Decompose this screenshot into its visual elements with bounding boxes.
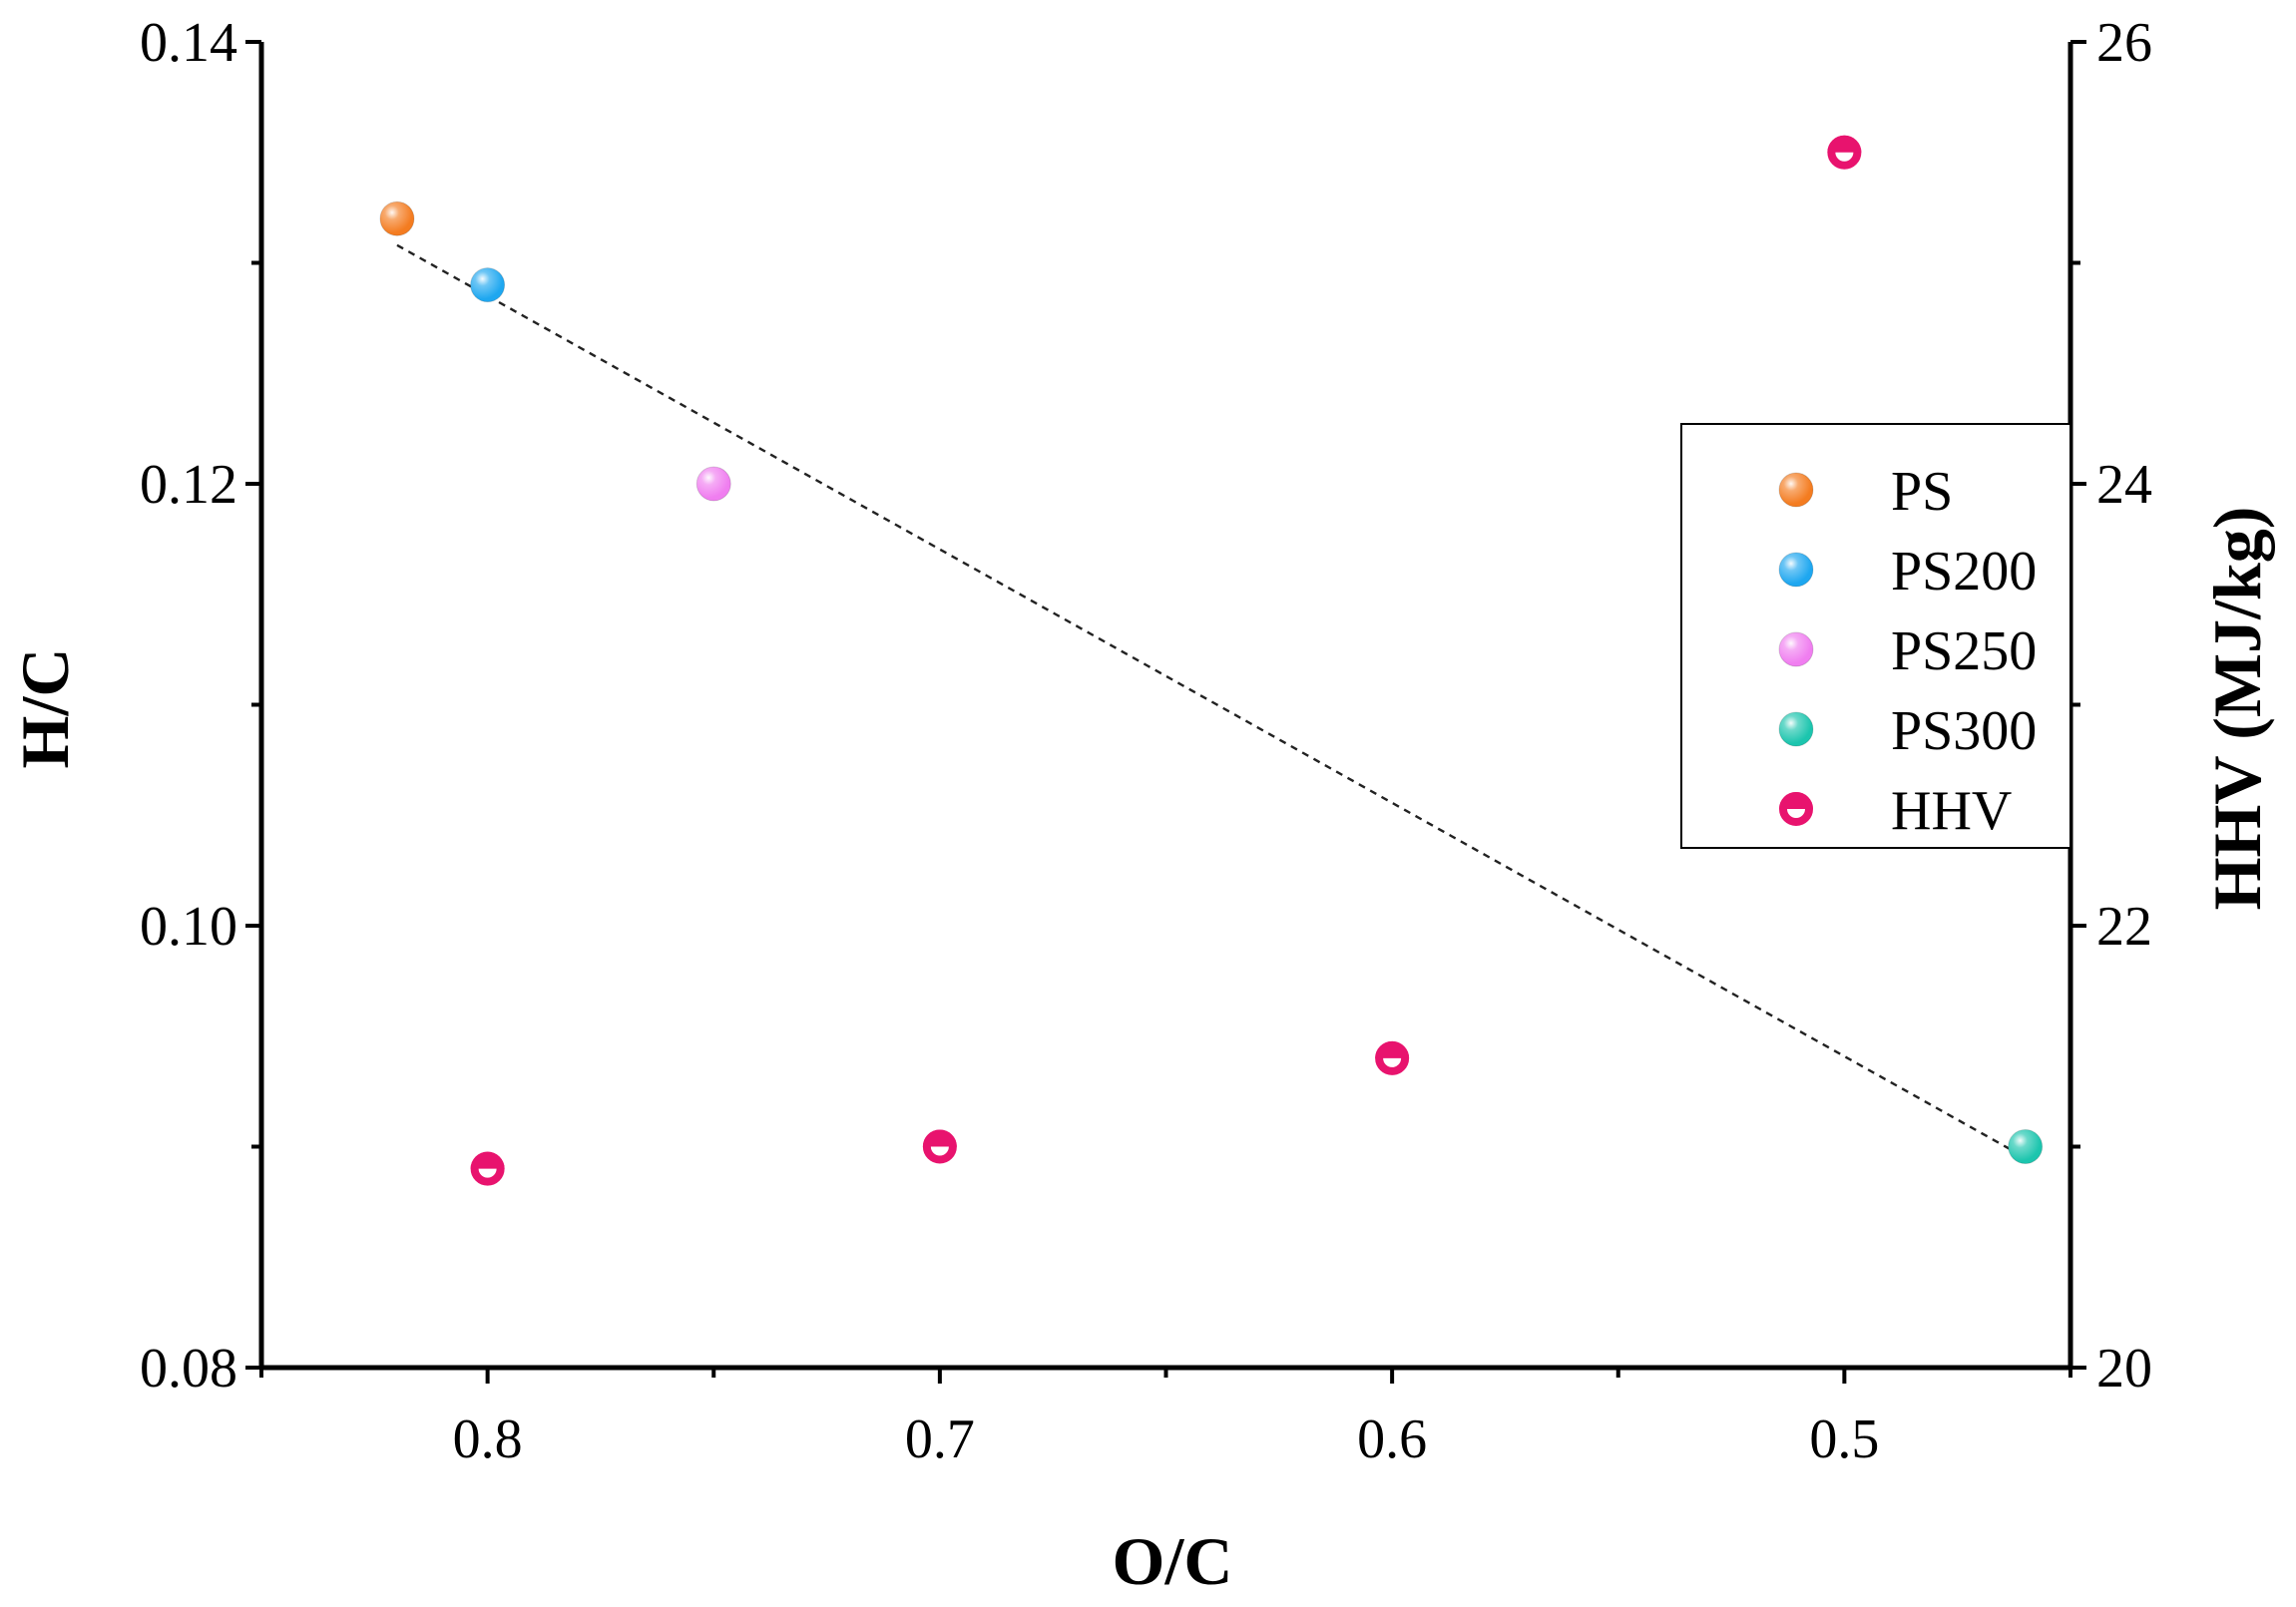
x-tick-label: 0.5: [1809, 1408, 1879, 1470]
legend-label-hhv: HHV: [1891, 780, 2012, 842]
legend-marker-hhv-top-half: [1779, 792, 1813, 809]
point-ps-highlight: [379, 201, 414, 236]
y2-tick-label: 22: [2096, 896, 2152, 958]
y2-tick-label: 20: [2096, 1338, 2152, 1400]
y2-axis-title: HHV (MJ/kg): [2199, 507, 2275, 911]
y2-tick-label: 24: [2096, 454, 2152, 516]
y-tick-label: 0.14: [140, 12, 237, 74]
point-hhv: [1827, 135, 1862, 170]
point-hhv-top-half: [470, 1151, 505, 1169]
point-hhv: [922, 1129, 957, 1164]
y-axis-title: H/C: [7, 648, 83, 769]
legend-marker-ps200: [1778, 552, 1814, 588]
point-ps250-highlight: [696, 467, 731, 501]
legend: PS PS200 PS250 PS300 HHV: [1680, 423, 2071, 849]
point-ps300: [2008, 1129, 2044, 1164]
x-tick-label: 0.7: [905, 1408, 975, 1470]
legend-box: [1680, 423, 2071, 849]
legend-label-ps250: PS250: [1891, 620, 2037, 682]
legend-marker-hhv: [1779, 792, 1813, 826]
legend-label-ps300: PS300: [1891, 700, 2037, 762]
point-ps200-highlight: [470, 267, 505, 302]
legend-marker-ps300-highlight: [1779, 712, 1813, 746]
x-tick-label: 0.6: [1357, 1408, 1427, 1470]
legend-label-ps: PS: [1891, 461, 1953, 523]
legend-marker-ps200-highlight: [1779, 553, 1813, 587]
point-ps300-highlight: [2008, 1129, 2043, 1164]
legend-marker-ps300: [1778, 711, 1814, 747]
point-hhv-top-half: [922, 1129, 957, 1147]
x-tick-label: 0.8: [453, 1408, 523, 1470]
legend-marker-ps-highlight: [1779, 473, 1813, 507]
y-tick-label: 0.12: [140, 454, 237, 516]
y2-tick-label: 26: [2096, 12, 2152, 74]
point-ps200: [470, 267, 506, 303]
point-hhv-top-half: [1827, 135, 1862, 153]
point-hhv: [470, 1151, 505, 1186]
legend-label-ps200: PS200: [1891, 541, 2037, 603]
point-ps: [379, 201, 415, 236]
x-axis-title: O/C: [1113, 1523, 1233, 1599]
point-ps250: [695, 466, 731, 502]
legend-marker-ps: [1778, 472, 1814, 508]
legend-marker-ps250: [1778, 631, 1814, 667]
point-hhv-top-half: [1375, 1040, 1410, 1058]
legend-marker-ps250-highlight: [1779, 632, 1813, 666]
y-tick-label: 0.10: [140, 896, 237, 958]
point-hhv: [1375, 1040, 1410, 1075]
y-tick-label: 0.08: [140, 1338, 237, 1400]
